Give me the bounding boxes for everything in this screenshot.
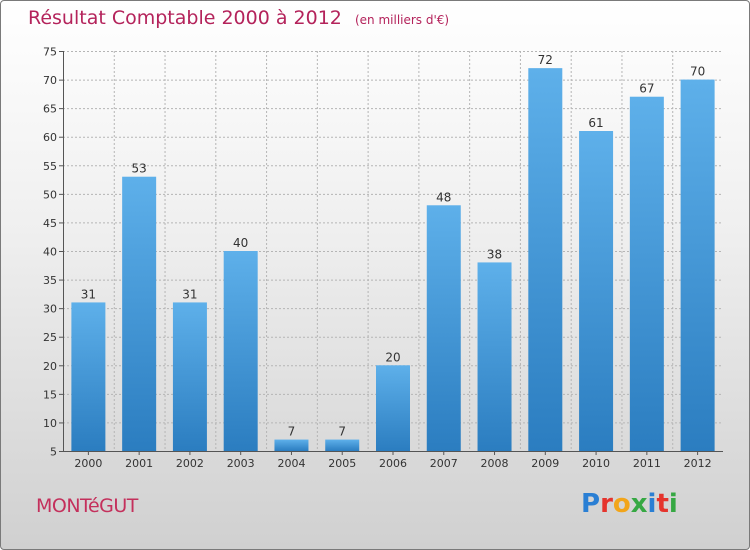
- brand-logo: Proxiti: [581, 489, 678, 519]
- brand-letter: o: [612, 489, 631, 519]
- y-tick-label: 10: [43, 417, 57, 430]
- brand-letter: i: [647, 489, 657, 519]
- bar-value-label: 7: [338, 425, 346, 439]
- y-tick-label: 15: [43, 388, 57, 401]
- y-tick-label: 40: [43, 246, 57, 259]
- x-tick-label: 2009: [531, 457, 559, 470]
- x-tick-label: 2000: [74, 457, 102, 470]
- x-tick-label: 2005: [328, 457, 356, 470]
- x-tick-label: 2004: [277, 457, 305, 470]
- y-tick-label: 50: [43, 188, 57, 201]
- title-row: Résultat Comptable 2000 à 2012 (en milli…: [28, 7, 449, 29]
- x-tick-label: 2012: [684, 457, 712, 470]
- x-tick-label: 2007: [430, 457, 458, 470]
- bar: [325, 439, 360, 451]
- y-tick-label: 75: [43, 46, 57, 59]
- bar: [122, 176, 157, 451]
- chart-title: Résultat Comptable 2000 à 2012: [28, 7, 342, 29]
- y-tick-label: 55: [43, 160, 57, 173]
- bar: [426, 205, 461, 451]
- bar-value-label: 31: [81, 287, 96, 301]
- y-tick-label: 30: [43, 303, 57, 316]
- bar-value-label: 70: [690, 65, 705, 79]
- bar-value-label: 48: [436, 190, 451, 204]
- brand-letter: i: [668, 489, 678, 519]
- bar: [528, 68, 563, 452]
- bar: [579, 131, 614, 451]
- y-tick-label: 60: [43, 131, 57, 144]
- x-tick-label: 2002: [176, 457, 204, 470]
- bar-value-label: 20: [385, 350, 400, 364]
- bar: [274, 439, 309, 451]
- commune-name: MONTéGUT: [36, 495, 138, 517]
- bar-layer: 31 53 31 40 7 7 20 48 38 72 61 67 70: [71, 53, 715, 452]
- brand-letter: t: [656, 489, 669, 519]
- axis-layer: 5 10 15 20 25 30 35 40 45 50 55 60 65 70 75 2000 2001 200…: [43, 46, 723, 470]
- bar: [680, 79, 715, 452]
- bar-value-label: 7: [288, 425, 296, 439]
- bar: [223, 251, 258, 451]
- brand-letter: x: [630, 489, 648, 519]
- y-tick-label: 65: [43, 103, 57, 116]
- bar-value-label: 67: [639, 82, 654, 96]
- bar: [172, 302, 207, 451]
- brand-letter: r: [600, 489, 613, 519]
- y-tick-label: 70: [43, 74, 57, 87]
- x-tick-label: 2010: [582, 457, 610, 470]
- bar-value-label: 61: [588, 116, 603, 130]
- bar-value-label: 40: [233, 236, 248, 250]
- bar-value-label: 53: [132, 162, 147, 176]
- bar: [71, 302, 106, 451]
- y-tick-label: 5: [50, 446, 57, 459]
- y-tick-label: 20: [43, 360, 57, 373]
- x-tick-label: 2003: [227, 457, 255, 470]
- y-tick-label: 45: [43, 217, 57, 230]
- x-tick-label: 2001: [125, 457, 153, 470]
- bar-value-label: 31: [182, 287, 197, 301]
- y-tick-label: 25: [43, 331, 57, 344]
- brand-letter: P: [581, 489, 601, 519]
- bar: [477, 262, 512, 451]
- bar: [629, 96, 664, 451]
- x-tick-label: 2011: [633, 457, 661, 470]
- chart-subtitle: (en milliers d'€): [354, 13, 450, 27]
- bar-value-label: 72: [538, 53, 553, 67]
- x-tick-label: 2008: [481, 457, 509, 470]
- bar: [376, 365, 410, 451]
- bar-value-label: 38: [487, 247, 502, 261]
- x-tick-label: 2006: [379, 457, 407, 470]
- y-tick-label: 35: [43, 274, 57, 287]
